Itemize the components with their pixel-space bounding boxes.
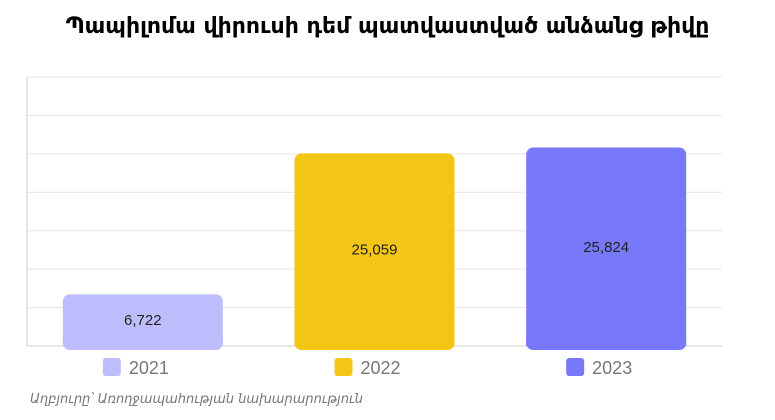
legend-swatch xyxy=(566,358,585,376)
chart-title: Պապիլոմա վիրուսի դեմ պատվաստված անձանց թ… xyxy=(65,14,710,39)
bar-value-label: 25,824 xyxy=(583,239,629,256)
bar-value-label: 6,722 xyxy=(124,312,162,329)
legend-label: 2023 xyxy=(592,358,632,378)
bar-value-labels: 6,722 25,059 25,824 xyxy=(124,239,629,329)
source-note: Աղբյուրը՝ Առողջապահության նախարարություն xyxy=(30,392,363,407)
legend-label: 2021 xyxy=(129,358,169,378)
bar-base-2021 xyxy=(62,338,223,346)
bar-2023 xyxy=(526,147,687,350)
bar-value-label: 25,059 xyxy=(352,242,398,259)
legend-swatch xyxy=(334,358,353,376)
legend: 2021 2022 2023 xyxy=(102,358,632,378)
bar-2021 xyxy=(62,294,223,350)
legend-label: 2022 xyxy=(361,358,401,378)
bar-base-2023 xyxy=(526,338,687,346)
bars xyxy=(62,147,687,350)
bar-base-2022 xyxy=(294,338,455,346)
bar-2022 xyxy=(294,153,455,350)
legend-swatch xyxy=(102,358,121,376)
